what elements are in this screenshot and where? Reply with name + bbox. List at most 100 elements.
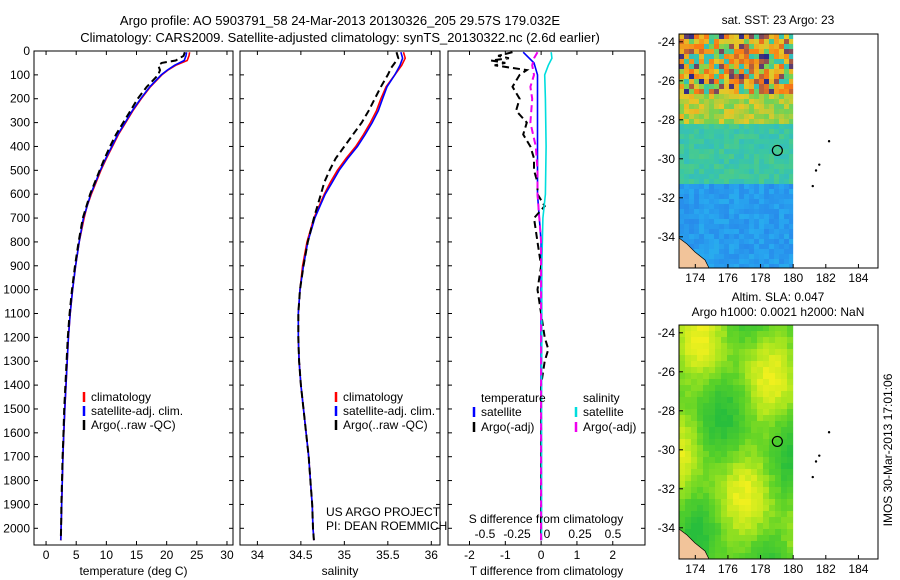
map-frame [678,324,879,560]
legend-label: Argo(..raw -QC) [91,418,176,432]
profile-location-marker [771,435,783,448]
x-tick-label: -2 [464,548,475,562]
x-tick-label: 0 [538,548,545,562]
top-axis-label: S difference from climatology [469,512,624,526]
x-tick-label: 34.5 [289,548,313,562]
y-tick-label: 200 [10,92,30,106]
y-tick-label: 700 [10,211,30,225]
legend-label: satellite-adj. clim. [343,404,435,418]
legend-label: Argo(-adj) [583,420,636,434]
top-tick-label: 0 [544,527,551,541]
x-axis-label: temperature (deg C) [79,564,187,578]
y-tick-label: 1800 [3,474,30,488]
map-field [679,34,794,268]
panel-difference: -2 -1 0 1 2 T difference from climatology [447,50,646,578]
series-line-argo-raw-qc- [59,51,186,541]
project-label: US ARGO PROJECT [326,505,441,519]
y-tick-label: 600 [10,187,30,201]
y-tick-label: 2000 [3,521,30,535]
sst-map-title: sat. SST: 23 Argo: 23 [722,13,835,27]
x-tick-label: 25 [190,548,204,562]
y-tick-label: 300 [10,116,30,130]
map-lat-label: -32 [658,191,676,205]
map-lon-label: 174 [685,271,705,285]
map-lon-label: 184 [848,562,868,576]
map-lon-label: 176 [718,562,738,576]
legend-title-salinity: salinity [583,391,620,405]
series-line-salinity-argo-adj- [529,51,543,541]
y-tick-label: 1000 [3,283,30,297]
float-marker [827,140,831,143]
map-lon-label: 182 [816,271,836,285]
legend-label: Argo(-adj) [481,420,534,434]
map-lon-label: 180 [783,562,803,576]
panel-temperature: 0 5 10 15 20 25 300100200300400500600700800900… [3,44,234,578]
float-marker [814,169,818,172]
legend-label: satellite-adj. clim. [91,404,183,418]
legend-title-temperature: temperature [481,391,546,405]
sla-map-subtitle: Argo h1000: 0.0021 h2000: NaN [692,305,865,319]
panel-salinity: 34 34.5 35 35.5 36 salinity [239,50,441,578]
map-lon-label: 178 [751,562,771,576]
map-lat-label: -24 [658,35,676,49]
map-lat-label: -26 [658,365,676,379]
map-field [679,325,794,559]
x-tick-label: 35.5 [376,548,400,562]
float-marker [811,184,814,188]
legend-label: Argo(..raw -QC) [343,418,428,432]
y-tick-label: 1700 [3,450,30,464]
map-lat-label: -30 [658,443,676,457]
top-tick-label: 0.5 [605,527,622,541]
map-lon-label: 182 [816,562,836,576]
x-tick-label: 5 [73,548,80,562]
float-marker [818,163,821,166]
x-tick-label: 36 [425,548,439,562]
map-lat-label: -34 [658,521,676,535]
y-tick-label: 800 [10,235,30,249]
map-lat-label: -30 [658,152,676,166]
map-lat-label: -28 [658,404,676,418]
y-tick-label: 900 [10,259,30,273]
plot-frame [239,50,441,546]
map-lat-label: -28 [658,113,676,127]
y-tick-label: 400 [10,139,30,153]
x-tick-label: 0 [43,548,50,562]
pi-label: PI: DEAN ROEMMICH [326,519,447,533]
map-sla: 174 176 178 180 182 184 -24 -26 -28 -30 -32 -34 [658,324,879,576]
float-marker [814,460,818,463]
top-tick-label: -0.5 [475,527,496,541]
y-tick-label: 1500 [3,402,30,416]
float-marker [811,475,814,479]
map-lat-label: -24 [658,326,676,340]
float-marker [827,431,831,434]
y-tick-label: 500 [10,163,30,177]
map-lat-label: -26 [658,74,676,88]
y-tick-label: 1300 [3,354,30,368]
x-tick-label: 1 [574,548,581,562]
map-lon-label: 180 [783,271,803,285]
x-axis-label: T difference from climatology [470,564,624,578]
map-frame [678,33,879,269]
map-lon-label: 184 [848,271,868,285]
y-tick-label: 100 [10,68,30,82]
x-tick-label: 15 [130,548,144,562]
legend-label: climatology [343,390,403,404]
imos-timestamp-label: IMOS 30-Mar-2013 17:01:06 [881,373,895,526]
x-tick-label: 34 [251,548,265,562]
series-line-temperature-argo-adj- [490,51,550,541]
y-tick-label: 1100 [4,307,30,321]
x-axis-label: salinity [322,564,359,578]
profile-location-marker [771,144,783,157]
map-lat-label: -34 [658,230,676,244]
x-tick-label: 20 [160,548,174,562]
top-tick-label: 0.25 [568,527,592,541]
series-line-satellite-adj-clim- [60,52,188,541]
y-tick-label: 1400 [3,378,30,392]
map-lon-label: 178 [751,271,771,285]
legend-label: satellite [481,405,522,419]
y-tick-label: 1200 [3,330,30,344]
y-tick-label: 1900 [3,497,30,511]
map-sst: 174 176 178 180 182 184 -24 -26 -28 -30 -32 -34 [658,33,879,285]
map-lon-label: 174 [685,562,705,576]
